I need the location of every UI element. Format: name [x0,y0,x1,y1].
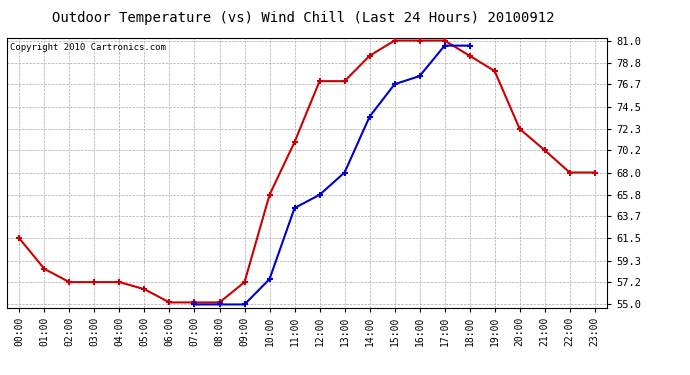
Text: Copyright 2010 Cartronics.com: Copyright 2010 Cartronics.com [10,43,166,52]
Text: Outdoor Temperature (vs) Wind Chill (Last 24 Hours) 20100912: Outdoor Temperature (vs) Wind Chill (Las… [52,11,555,25]
